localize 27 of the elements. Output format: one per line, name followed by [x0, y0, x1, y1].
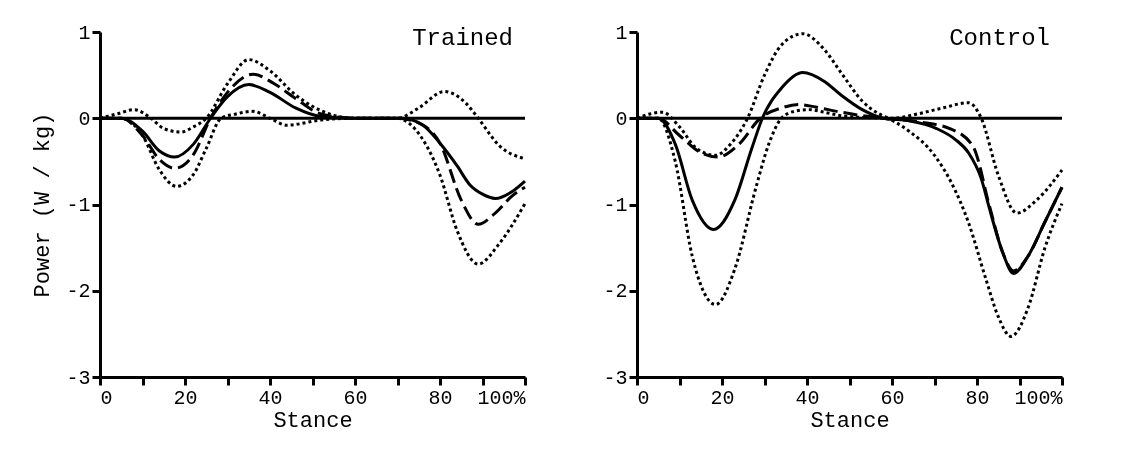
- x-tick-label: 40: [795, 386, 820, 410]
- y-tick-label: -2: [66, 280, 91, 304]
- y-tick-label: -1: [603, 194, 628, 217]
- y-tick-label: -3: [66, 366, 91, 390]
- y-tick-label: 1: [78, 21, 91, 45]
- y-tick-label: -1: [66, 194, 91, 217]
- x-axis-title: Stance: [810, 408, 890, 434]
- x-tick-label: 60: [880, 386, 905, 410]
- x-tick-label: 60: [343, 386, 368, 410]
- x-tick-label: 80: [965, 386, 990, 410]
- y-tick-label: -2: [603, 280, 628, 304]
- x-tick-label: 20: [173, 386, 198, 410]
- y-tick-label: 0: [615, 107, 628, 131]
- x-tick-label: 0: [637, 386, 650, 410]
- y-axis-title: Power (W / kg): [31, 112, 57, 298]
- x-tick-label: 80: [428, 386, 453, 410]
- x-tick-label: 0: [100, 386, 113, 410]
- y-tick-label: 1: [615, 21, 628, 45]
- y-tick-label: 0: [78, 107, 91, 131]
- y-tick-label: -3: [603, 366, 628, 390]
- x-tick-label: 100%: [477, 386, 527, 410]
- chart-title: Control: [949, 25, 1050, 52]
- chart-title: Trained: [412, 25, 513, 52]
- x-tick-label: 20: [710, 386, 735, 410]
- x-axis-title: Stance: [273, 408, 353, 434]
- x-tick-label: 40: [258, 386, 283, 410]
- x-tick-label: 100%: [1014, 386, 1064, 410]
